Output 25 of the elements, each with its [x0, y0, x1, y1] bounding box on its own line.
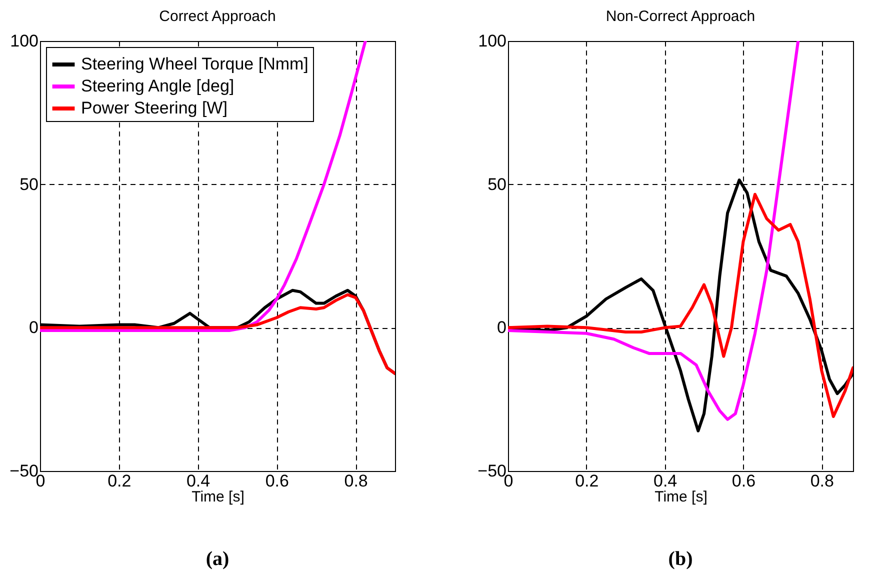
x-tick-label: 0.8 — [344, 472, 368, 490]
legend-label: Power Steering [W] — [81, 98, 228, 118]
chart-title: Non-Correct Approach — [606, 8, 756, 25]
y-tick-label: 50 — [488, 174, 506, 194]
x-tick-label: 0.2 — [575, 472, 599, 490]
text: (b) — [668, 548, 693, 570]
y-tick-label: 50 — [20, 174, 38, 194]
text: (a) — [206, 548, 230, 570]
legend-label: Steering Wheel Torque [Nmm] — [81, 54, 308, 74]
x-tick-label: 0.4 — [654, 472, 678, 490]
x-tick-label: 0.6 — [265, 472, 289, 490]
line-series — [508, 41, 800, 421]
y-tick-label: 100 — [478, 32, 506, 50]
y-tick-label: 0 — [497, 318, 506, 338]
y-tick-label: 0 — [29, 318, 38, 338]
legend-label: Steering Angle [deg] — [81, 76, 234, 96]
x-tick-label: 0.8 — [810, 472, 834, 490]
chart-title: Correct Approach — [159, 8, 276, 25]
x-tick-label: 0.2 — [108, 472, 132, 490]
line-series — [40, 41, 367, 332]
x-tick-label: 0.6 — [732, 472, 756, 490]
x-tick-label: 0.4 — [186, 472, 210, 490]
y-tick-label: 100 — [10, 32, 38, 50]
x-axis-title: Time [s] — [654, 488, 708, 506]
x-axis-title: Time [s] — [192, 488, 244, 506]
